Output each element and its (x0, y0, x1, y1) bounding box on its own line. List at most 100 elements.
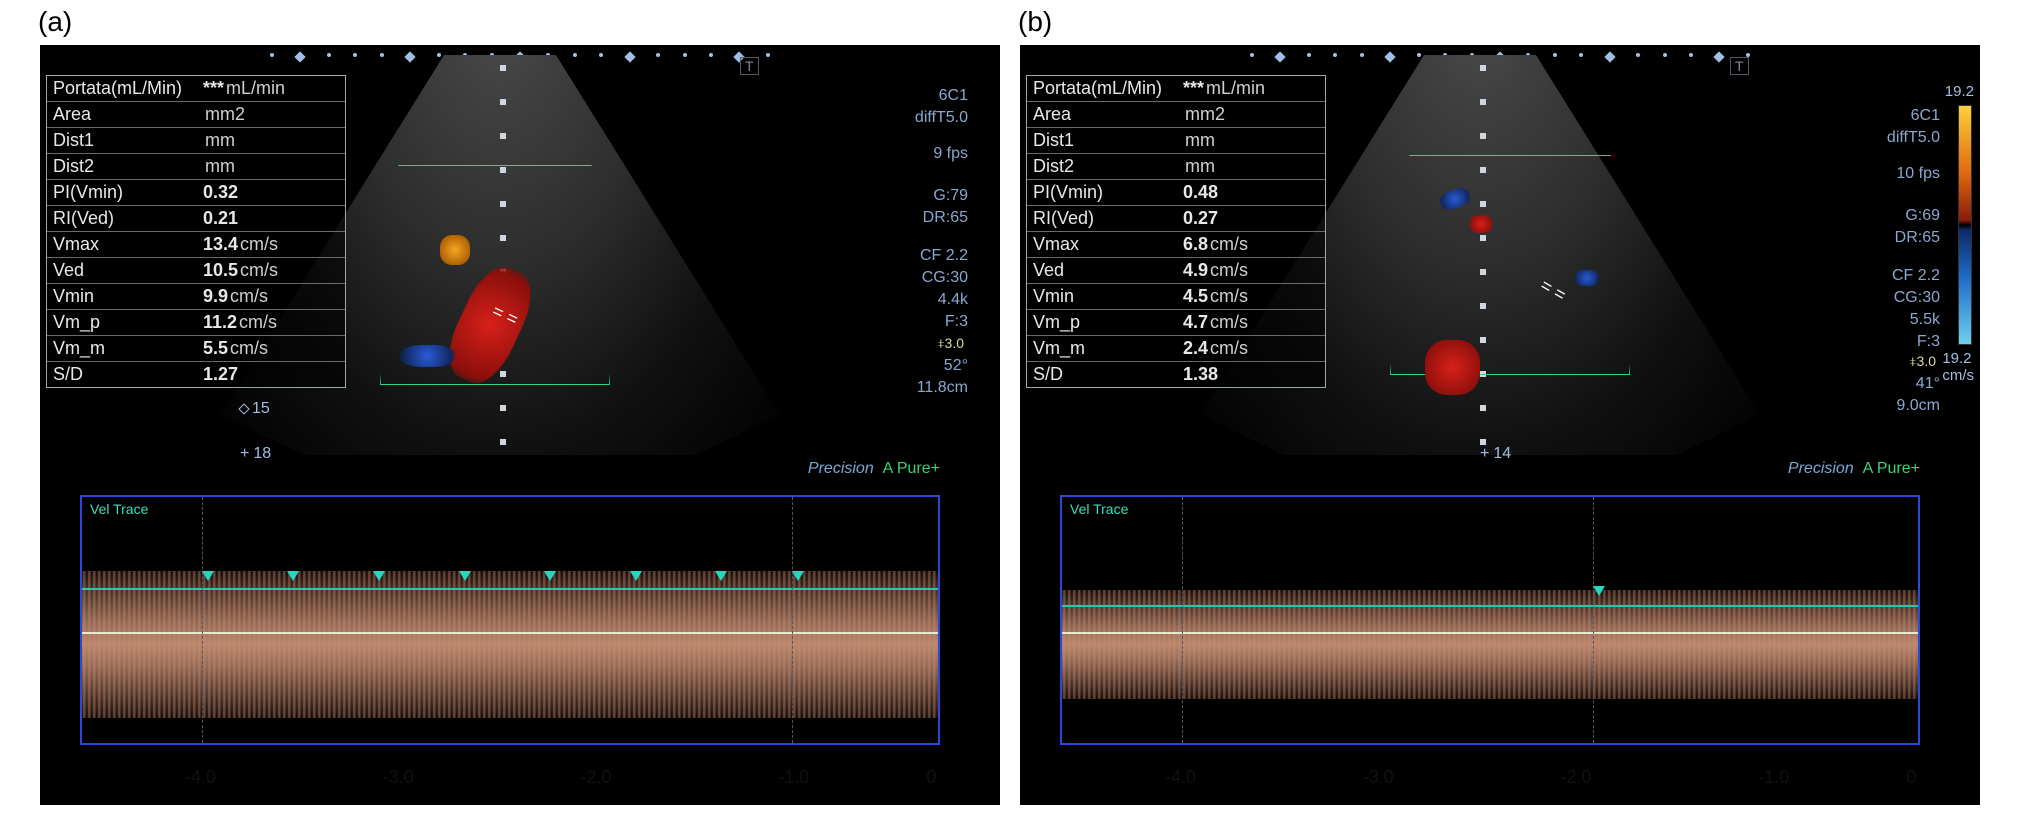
trace-envelope (82, 588, 938, 590)
meas-value: mm2 (1183, 104, 1319, 125)
meta-depth: 9.0cm (1896, 395, 1940, 417)
meas-value: 1.27 (203, 364, 339, 385)
table-row: Ved10.5cm/s (47, 258, 345, 284)
trace-peak-marker[interactable] (630, 571, 642, 581)
meta-depth: 11.8cm (917, 377, 968, 399)
xaxis-tick (1576, 759, 1577, 767)
xaxis-tick (398, 759, 399, 767)
meas-key: Portata(mL/Min) (1033, 78, 1183, 99)
xaxis-tick (794, 759, 795, 767)
xaxis-tick (1378, 759, 1379, 767)
meas-value: 5.5cm/s (203, 338, 339, 359)
trace-gridline (1593, 497, 1594, 743)
meas-key: Dist2 (53, 156, 203, 177)
xaxis-label: 0 (926, 767, 936, 788)
brand-text: Precision A Pure+ (1788, 460, 1920, 479)
table-row: S/D1.38 (1027, 362, 1325, 387)
meas-key: RI(Ved) (1033, 208, 1183, 229)
trace-peak-marker[interactable] (544, 571, 556, 581)
xaxis-label: -4.0 (1165, 767, 1196, 788)
ultrasound-panel-a: # T = = 15 +18 6C1 diffT5.0 9 fps G:79 D… (40, 45, 1000, 805)
trace-peak-marker[interactable] (373, 571, 385, 581)
panel-label-a: (a) (38, 6, 72, 38)
brand-text: Precision A Pure+ (808, 460, 940, 479)
table-row: RI(Ved)0.27 (1027, 206, 1325, 232)
xaxis-label: 0 (1906, 767, 1916, 788)
xaxis-tick (931, 759, 932, 767)
xaxis-tick (1180, 759, 1181, 767)
trace-peak-marker[interactable] (792, 571, 804, 581)
colorbar-bottom: 19.2cm/s (1942, 350, 1974, 384)
trace-peak-marker[interactable] (459, 571, 471, 581)
trace-baseline (1062, 632, 1918, 634)
meta-probe: 6C1 (1911, 105, 1940, 127)
meas-value: 11.2cm/s (203, 312, 339, 333)
meas-key: Dist1 (53, 130, 203, 151)
meas-value: mm (1183, 156, 1319, 177)
meta-freq: 4.4k (938, 289, 968, 311)
meas-value: 0.21 (203, 208, 339, 229)
table-row: Dist1mm (47, 128, 345, 154)
colorbar-top: 19.2 (1945, 83, 1974, 100)
meta-cg: CG:30 (1894, 287, 1940, 309)
xaxis-label: -1.0 (1758, 767, 1789, 788)
meas-value: 6.8cm/s (1183, 234, 1319, 255)
meas-key: Area (1033, 104, 1183, 125)
spectral-trace[interactable]: Vel Trace 10 cm/s -10 (80, 495, 940, 745)
table-row: RI(Ved)0.21 (47, 206, 345, 232)
table-row: Dist1mm (1027, 128, 1325, 154)
table-row: Vm_m2.4cm/s (1027, 336, 1325, 362)
meas-value: mm2 (203, 104, 339, 125)
meas-value: mm (1183, 130, 1319, 151)
table-row: Areamm2 (1027, 102, 1325, 128)
table-row: PI(Vmin)0.48 (1027, 180, 1325, 206)
meas-key: Vm_p (53, 312, 203, 333)
meas-value: 10.5cm/s (203, 260, 339, 281)
xaxis-label: -2.0 (1560, 767, 1591, 788)
t-marker: T (1730, 57, 1749, 75)
table-row: Vmax6.8cm/s (1027, 232, 1325, 258)
xaxis-label: -4.0 (185, 767, 216, 788)
table-row: Portata(mL/Min)***mL/min (47, 76, 345, 102)
meta-gain: G:69 (1905, 205, 1940, 227)
trace-peak-marker[interactable] (202, 571, 214, 581)
trace-title: Vel Trace (90, 501, 148, 517)
table-row: Vmin4.5cm/s (1027, 284, 1325, 310)
doppler-flow-red (1425, 340, 1480, 395)
meta-fps: 9 fps (933, 143, 968, 165)
meas-key: Vmin (53, 286, 203, 307)
trace-baseline (82, 632, 938, 634)
meta-cf: CF 2.2 (1892, 265, 1940, 287)
doppler-flow-blue (1575, 270, 1599, 286)
doppler-spectrum (82, 571, 938, 719)
trace-peak-marker[interactable] (1593, 586, 1605, 596)
table-row: S/D1.27 (47, 362, 345, 387)
xaxis-tick (200, 759, 201, 767)
meas-key: S/D (1033, 364, 1183, 385)
xaxis-tick (596, 759, 597, 767)
meas-key: S/D (53, 364, 203, 385)
meas-key: Area (53, 104, 203, 125)
meta-angle: 41° (1916, 373, 1940, 395)
trace-peak-marker[interactable] (287, 571, 299, 581)
table-row: Areamm2 (47, 102, 345, 128)
meta-mode: diffT5.0 (915, 107, 968, 129)
table-row: Dist2mm (47, 154, 345, 180)
spectral-trace[interactable]: Vel Trace 10 cm/s (1060, 495, 1920, 745)
meta-f: F:3 (945, 311, 968, 333)
trace-peak-marker[interactable] (715, 571, 727, 581)
ultrasound-panel-b: # T = = +14 19.2 19.2cm/s 6C1 diffT5.0 1… (1020, 45, 1980, 805)
meas-value: 4.9cm/s (1183, 260, 1319, 281)
panel-label-b: (b) (1018, 6, 1052, 38)
meas-key: Dist2 (1033, 156, 1183, 177)
meta-fps: 10 fps (1896, 163, 1940, 185)
meas-value: 9.9cm/s (203, 286, 339, 307)
color-roi-box[interactable] (1390, 155, 1630, 375)
meta-freq: 5.5k (1910, 309, 1940, 331)
meta-probe: 6C1 (939, 85, 968, 107)
xaxis-label: -3.0 (383, 767, 414, 788)
meta-angle: 52° (944, 355, 968, 377)
meas-key: Ved (53, 260, 203, 281)
meta-mode: diffT5.0 (1887, 127, 1940, 149)
table-row: Portata(mL/Min)***mL/min (1027, 76, 1325, 102)
